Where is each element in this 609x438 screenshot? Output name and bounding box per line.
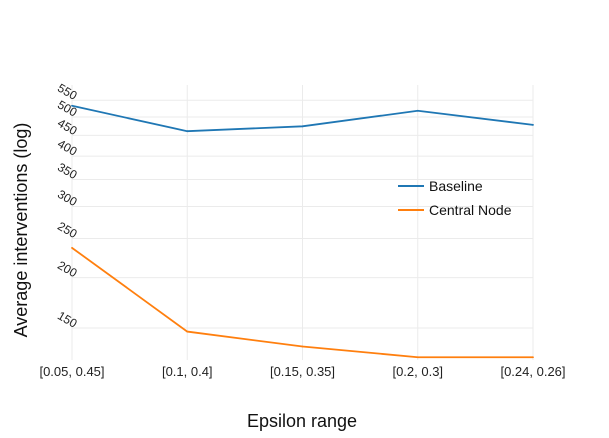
legend: Baseline Central Node — [398, 178, 512, 218]
data-point — [532, 123, 534, 126]
y-axis-title: Average interventions (log) — [11, 123, 31, 338]
x-tick-label: [0.15, 0.35] — [270, 364, 335, 379]
y-tick-label: 150 — [55, 308, 80, 330]
y-tick-label: 250 — [55, 219, 80, 241]
y-tick-label: 300 — [55, 187, 80, 209]
y-tick-label: 400 — [55, 137, 80, 159]
x-tick-label: [0.2, 0.3] — [392, 364, 443, 379]
series-lines — [71, 104, 534, 359]
x-tick-label: [0.05, 0.45] — [39, 364, 104, 379]
y-tick-label: 350 — [55, 160, 80, 182]
x-tick-label: [0.1, 0.4] — [162, 364, 213, 379]
x-tick-label: [0.24, 0.26] — [500, 364, 565, 379]
x-tick-labels: [0.05, 0.45] [0.1, 0.4] [0.15, 0.35] [0.2, … — [39, 364, 565, 379]
legend-label: Central Node — [429, 202, 512, 218]
data-point — [301, 345, 304, 348]
data-point — [71, 104, 73, 107]
x-axis-title: Epsilon range — [247, 411, 357, 431]
data-point — [416, 109, 419, 112]
data-point — [416, 356, 419, 359]
y-tick-label: 550 — [55, 81, 80, 103]
y-tick-label: 200 — [55, 258, 80, 280]
y-tick-label: 450 — [55, 116, 80, 138]
data-point — [71, 246, 73, 249]
data-point — [532, 356, 534, 359]
data-point — [186, 330, 189, 333]
y-tick-label: 500 — [55, 97, 80, 119]
data-point — [186, 130, 189, 133]
legend-label: Baseline — [429, 178, 483, 194]
data-point — [301, 125, 304, 128]
